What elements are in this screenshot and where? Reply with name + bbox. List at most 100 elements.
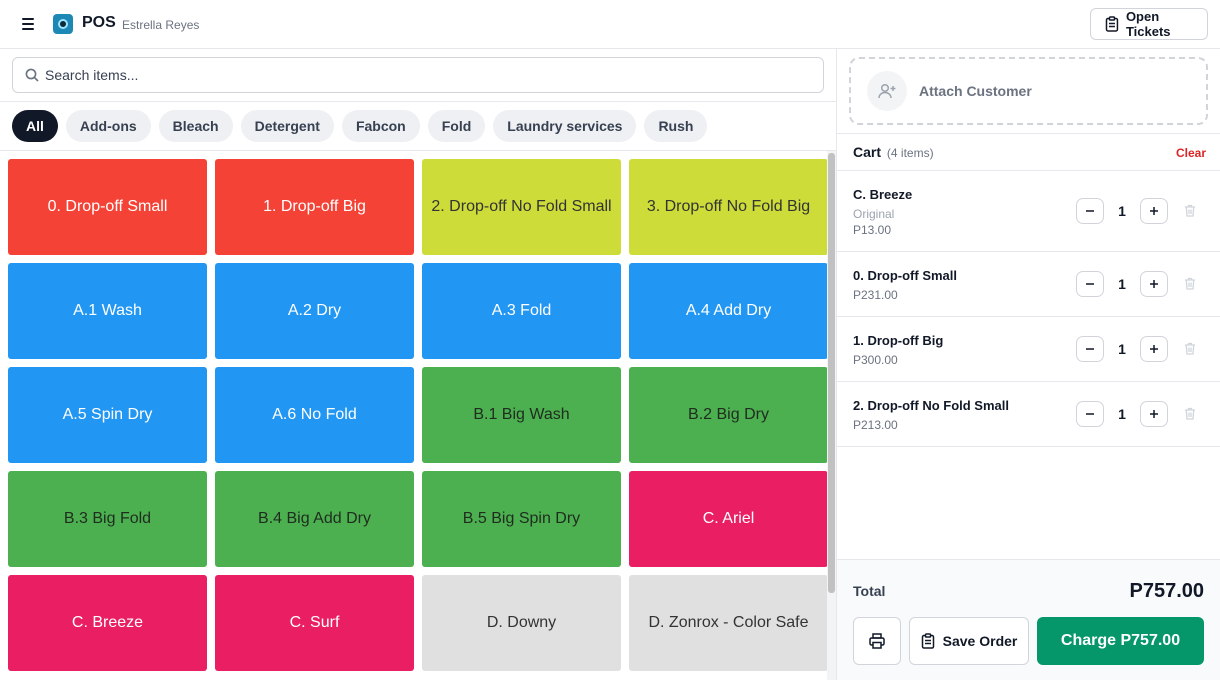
decrease-qty-button[interactable] [1076,401,1104,427]
item-tile[interactable]: C. Ariel [629,471,828,567]
item-tile[interactable]: 2. Drop-off No Fold Small [422,159,621,255]
trash-icon[interactable] [1184,277,1196,295]
category-chip-rush[interactable]: Rush [644,110,708,142]
checkout-footer: Total P757.00 Save Order Charge P757.00 [837,559,1220,680]
cart-item-variant: Original [853,207,895,221]
divider [0,101,836,102]
minus-icon [1086,283,1094,285]
increase-qty-button[interactable] [1140,336,1168,362]
category-filter-bar: All Add-ons Bleach Detergent Fabcon Fold Laund… [12,110,708,142]
cart-item-price: P231.00 [853,288,898,302]
search-box [12,57,824,93]
cart-item-qty: 1 [1118,203,1126,219]
item-tile[interactable]: A.2 Dry [215,263,414,359]
item-tile[interactable]: B.1 Big Wash [422,367,621,463]
category-chip-laundry-services[interactable]: Laundry services [493,110,637,142]
decrease-qty-button[interactable] [1076,336,1104,362]
item-tile[interactable]: 3. Drop-off No Fold Big [629,159,828,255]
print-button[interactable] [853,617,901,665]
cart-item: C. Breeze Original P13.00 1 [837,171,1220,252]
category-chip-all[interactable]: All [12,110,58,142]
item-tile[interactable]: C. Surf [215,575,414,671]
item-grid-area: 0. Drop-off Small 1. Drop-off Big 2. Drop-… [0,151,836,680]
trash-icon[interactable] [1184,342,1196,360]
decrease-qty-button[interactable] [1076,271,1104,297]
category-chip-detergent[interactable]: Detergent [240,110,334,142]
cart-item-count: (4 items) [886,146,934,160]
attach-customer-button[interactable]: Attach Customer [849,57,1208,125]
open-tickets-label: Open Tickets [1125,9,1171,39]
app-title: POS [82,14,116,31]
app-logo [53,14,73,34]
cart-item-name: 1. Drop-off Big [853,333,944,348]
cart-item-price: P213.00 [853,418,898,432]
category-chip-fabcon[interactable]: Fabcon [341,110,420,142]
cart-item: 1. Drop-off Big P300.00 1 [837,317,1220,382]
customer-avatar [867,71,907,111]
plus-icon [1150,280,1158,288]
cart-item-price: P300.00 [853,353,898,367]
printer-icon [869,633,885,649]
minus-icon [1086,348,1094,350]
top-bar: POS Estrella Reyes Open Tickets [0,0,1220,49]
open-tickets-button[interactable]: Open Tickets [1090,8,1208,40]
item-tile[interactable]: 1. Drop-off Big [215,159,414,255]
total-label: Total [853,583,886,599]
plus-icon [1150,345,1158,353]
item-tile[interactable]: B.2 Big Dry [629,367,828,463]
menu-icon[interactable] [18,14,38,34]
user-name: Estrella Reyes [122,18,200,32]
item-tile[interactable]: A.6 No Fold [215,367,414,463]
cart-item-name: 0. Drop-off Small [853,268,958,283]
item-tile[interactable]: C. Breeze [8,575,207,671]
item-tile[interactable]: A.4 Add Dry [629,263,828,359]
cart-item-qty: 1 [1118,341,1126,357]
item-grid-scrollbar[interactable] [827,151,836,680]
minus-icon [1086,413,1094,415]
category-chip-add-ons[interactable]: Add-ons [65,110,151,142]
increase-qty-button[interactable] [1140,401,1168,427]
attach-customer-label: Attach Customer [919,83,1032,99]
divider [0,150,836,151]
clear-cart-button[interactable]: Clear [1176,146,1207,160]
trash-icon[interactable] [1184,204,1196,222]
divider [837,170,1220,171]
item-tile[interactable]: 0. Drop-off Small [8,159,207,255]
panel-divider [836,49,837,680]
cart-item-name: 2. Drop-off No Fold Small [853,398,1009,413]
category-chip-fold[interactable]: Fold [427,110,486,142]
minus-icon [1086,210,1094,212]
increase-qty-button[interactable] [1140,271,1168,297]
divider [837,133,1220,134]
item-grid: 0. Drop-off Small 1. Drop-off Big 2. Drop-… [8,159,828,671]
plus-icon [1150,207,1158,215]
charge-label: Charge P757.00 [1060,632,1181,649]
increase-qty-button[interactable] [1140,198,1168,224]
item-tile[interactable]: B.4 Big Add Dry [215,471,414,567]
cart-header: Cart (4 items) [853,144,934,160]
item-tile[interactable]: A.1 Wash [8,263,207,359]
cart-item-price: P13.00 [853,223,892,237]
user-plus-icon [878,83,896,99]
cart-item: 2. Drop-off No Fold Small P213.00 1 [837,382,1220,447]
search-input[interactable] [45,58,815,92]
cart-item-name: C. Breeze [853,187,913,202]
charge-button[interactable]: Charge P757.00 [1037,617,1204,665]
scrollbar-thumb[interactable] [828,153,835,593]
item-tile[interactable]: D. Zonrox - Color Safe [629,575,828,671]
item-tile[interactable]: A.5 Spin Dry [8,367,207,463]
item-tile[interactable]: B.5 Big Spin Dry [422,471,621,567]
decrease-qty-button[interactable] [1076,198,1104,224]
search-icon [25,68,39,82]
total-value: P757.00 [1129,580,1204,602]
trash-icon[interactable] [1184,407,1196,425]
category-chip-bleach[interactable]: Bleach [158,110,233,142]
save-order-button[interactable]: Save Order [909,617,1029,665]
cart-item-qty: 1 [1118,406,1126,422]
item-tile[interactable]: D. Downy [422,575,621,671]
cart-item-qty: 1 [1118,276,1126,292]
clipboard-icon [921,633,934,649]
plus-icon [1150,410,1158,418]
item-tile[interactable]: B.3 Big Fold [8,471,207,567]
item-tile[interactable]: A.3 Fold [422,263,621,359]
